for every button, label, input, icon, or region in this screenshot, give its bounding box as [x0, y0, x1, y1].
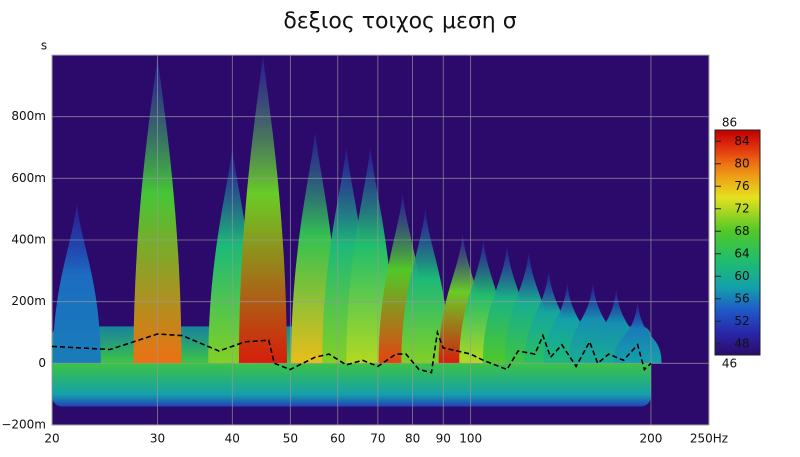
x-tick-label: 200	[640, 432, 663, 446]
x-tick-label: 40	[225, 432, 240, 446]
y-tick-label: −200m	[1, 418, 46, 432]
peak-line	[51, 329, 652, 374]
x-tick-label: 50	[283, 432, 298, 446]
y-tick-label: 600m	[11, 171, 46, 185]
ridge	[52, 203, 101, 364]
colorbar-min: 46	[722, 357, 737, 371]
colorbar-label: 60	[734, 269, 749, 283]
y-axis-label: s	[41, 39, 47, 53]
colorbar	[714, 129, 761, 356]
x-tick-label: 70	[370, 432, 385, 446]
x-tick-label: 90	[436, 432, 451, 446]
colorbar-label: 76	[734, 179, 749, 193]
colorbar-label: 84	[734, 134, 749, 148]
ridge	[613, 301, 662, 364]
y-tick-label: 200m	[11, 294, 46, 308]
ridge	[401, 209, 450, 364]
x-tick-label: 250Hz	[690, 432, 728, 446]
x-tick-label: 30	[150, 432, 165, 446]
y-tick-label: 0	[38, 356, 46, 370]
y-tick-label: 400m	[11, 233, 46, 247]
colorbar-label: 52	[734, 314, 749, 328]
colorbar-label: 64	[734, 246, 749, 260]
chart-title: δεξιος τοιχος μεση σ	[283, 9, 516, 34]
x-tick-label: 60	[330, 432, 345, 446]
colorbar-label: 48	[734, 336, 749, 350]
x-tick-label: 80	[405, 432, 420, 446]
x-tick-label: 20	[44, 432, 59, 446]
colorbar-label: 56	[734, 291, 749, 305]
y-tick-label: 800m	[11, 109, 46, 123]
ridge	[238, 55, 287, 364]
colorbar-label: 72	[734, 201, 749, 215]
colorbar-max: 86	[722, 116, 737, 130]
colorbar-label: 68	[734, 224, 749, 238]
plot-area	[52, 55, 662, 407]
x-tick-label: 100	[459, 432, 482, 446]
colorbar-label: 80	[734, 156, 749, 170]
